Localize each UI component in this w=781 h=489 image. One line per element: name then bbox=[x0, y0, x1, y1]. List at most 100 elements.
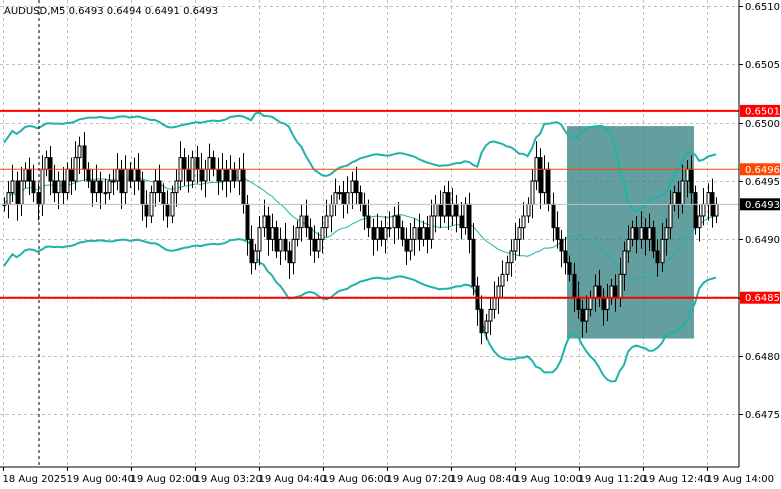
y-tick-label: 0.6490 bbox=[745, 235, 780, 246]
candle-body bbox=[274, 227, 279, 252]
candle-body bbox=[207, 157, 212, 170]
candle-body bbox=[496, 285, 501, 299]
level-tag-label: 0.6501 bbox=[745, 106, 780, 117]
candle-body bbox=[438, 203, 443, 217]
candle-body bbox=[626, 238, 631, 252]
candle-body bbox=[459, 215, 464, 229]
candle-body bbox=[61, 180, 66, 194]
candle-body bbox=[660, 238, 665, 264]
x-tick-label: 19 Aug 02:00 bbox=[131, 474, 198, 485]
candle-body bbox=[714, 203, 719, 217]
x-tick-label: 19 Aug 00:40 bbox=[67, 474, 134, 485]
candle-body bbox=[77, 145, 82, 159]
level-tag-label: 0.6485 bbox=[745, 293, 780, 304]
candle-body bbox=[597, 285, 602, 299]
candle-body bbox=[622, 250, 627, 275]
candle-body bbox=[471, 238, 476, 287]
candle-body bbox=[220, 168, 225, 182]
candle-body bbox=[567, 262, 572, 275]
candle-body bbox=[324, 215, 329, 229]
candle-body bbox=[664, 227, 669, 240]
candle-body bbox=[421, 227, 426, 240]
candle-body bbox=[542, 168, 547, 194]
candle-body bbox=[425, 227, 430, 240]
candle-body bbox=[371, 227, 376, 240]
candle-body bbox=[186, 168, 191, 182]
candle-body bbox=[672, 192, 677, 205]
y-tick-label: 0.6500 bbox=[745, 119, 780, 130]
candle-body bbox=[291, 238, 296, 264]
candle-body bbox=[308, 227, 313, 240]
candle-body bbox=[362, 203, 367, 217]
candle-body bbox=[107, 180, 112, 194]
candle-body bbox=[651, 227, 656, 252]
candle-body bbox=[15, 180, 20, 205]
candle-body bbox=[224, 168, 229, 182]
candle-body bbox=[463, 203, 468, 229]
candle-body bbox=[157, 180, 162, 194]
x-tick-label: 19 Aug 06:00 bbox=[323, 474, 390, 485]
candle-body bbox=[6, 192, 11, 205]
candle-body bbox=[23, 168, 28, 182]
y-tick-label: 0.6510 bbox=[745, 2, 780, 13]
candle-body bbox=[56, 180, 61, 194]
candle-body bbox=[647, 227, 652, 240]
candle-body bbox=[111, 180, 116, 183]
candle-body bbox=[404, 238, 409, 252]
candle-body bbox=[584, 308, 589, 322]
candle-body bbox=[379, 227, 384, 240]
candle-body bbox=[609, 285, 614, 299]
horizontal-levels bbox=[0, 109, 739, 299]
candle-body bbox=[27, 168, 32, 182]
candle-body bbox=[538, 157, 543, 194]
candle-body bbox=[10, 180, 15, 194]
candle-body bbox=[643, 227, 648, 240]
candle-body bbox=[257, 227, 262, 252]
candle-body bbox=[559, 238, 564, 252]
candle-body bbox=[500, 273, 505, 287]
candle-body bbox=[551, 203, 556, 229]
candle-body bbox=[601, 297, 606, 310]
candle-body bbox=[329, 203, 334, 217]
candle-body bbox=[241, 168, 246, 205]
candle-body bbox=[513, 238, 518, 252]
candle-body bbox=[82, 145, 87, 170]
candle-body bbox=[52, 180, 57, 194]
candle-body bbox=[400, 227, 405, 240]
candle-body bbox=[517, 227, 522, 240]
candle-body bbox=[701, 203, 706, 217]
candles bbox=[2, 131, 719, 345]
candle-body bbox=[44, 157, 49, 170]
current-price-tag-bg bbox=[740, 198, 780, 211]
candle-body bbox=[128, 168, 133, 182]
candle-body bbox=[350, 180, 355, 194]
candle-body bbox=[69, 168, 74, 182]
x-tick-label: 19 Aug 07:20 bbox=[387, 474, 454, 485]
candle-body bbox=[429, 215, 434, 240]
x-tick-label: 18 Aug 2025 bbox=[3, 474, 67, 485]
candle-body bbox=[283, 238, 288, 252]
bollinger-upper bbox=[3, 111, 717, 213]
candle-body bbox=[580, 308, 585, 322]
x-tick-label: 19 Aug 12:40 bbox=[643, 474, 710, 485]
level-tag-bg bbox=[740, 104, 780, 117]
current-price-tag-label: 0.6493 bbox=[745, 200, 780, 211]
y-tick-label: 0.6475 bbox=[745, 410, 780, 421]
candle-body bbox=[433, 203, 438, 217]
candle-body bbox=[249, 238, 254, 264]
candle-body bbox=[676, 192, 681, 205]
candle-body bbox=[262, 215, 267, 229]
candle-body bbox=[492, 297, 497, 310]
x-tick-label: 19 Aug 04:40 bbox=[259, 474, 326, 485]
candle-body bbox=[689, 168, 694, 194]
candle-body bbox=[341, 192, 346, 205]
candle-body bbox=[40, 168, 45, 205]
candle-body bbox=[354, 180, 359, 194]
candle-body bbox=[479, 308, 484, 334]
candle-body bbox=[693, 192, 698, 229]
candle-body bbox=[408, 238, 413, 252]
x-tick-label: 19 Aug 11:20 bbox=[579, 474, 646, 485]
candle-body bbox=[685, 168, 690, 182]
